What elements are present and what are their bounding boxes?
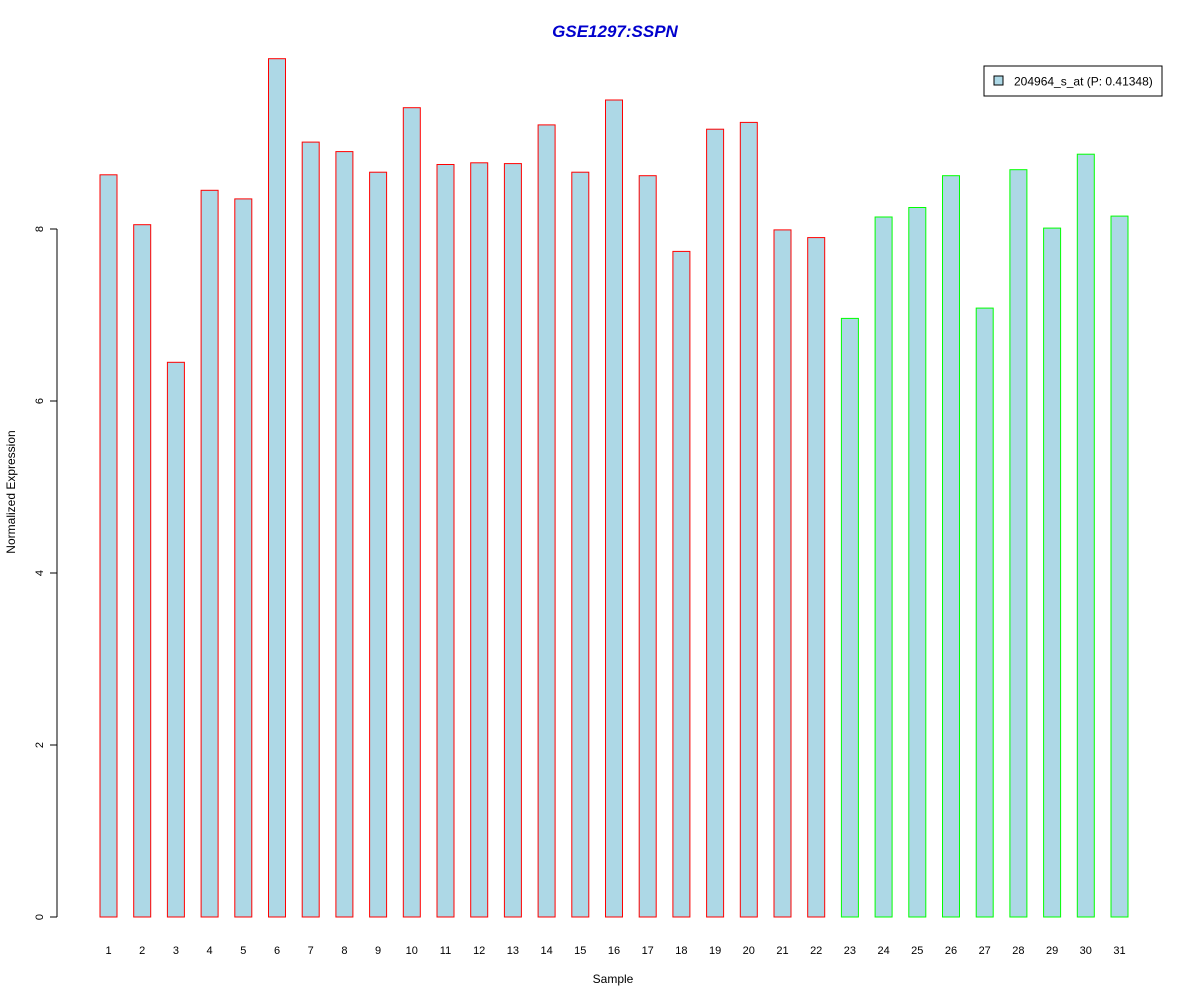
bar-sample-23: [840, 317, 859, 918]
x-tick-label-13: 13: [507, 945, 519, 957]
x-axis-title: Sample: [593, 972, 634, 986]
bar-sample-6: [268, 58, 286, 918]
x-tick-label-9: 9: [375, 945, 381, 957]
x-tick-label-8: 8: [341, 945, 347, 957]
bar-sample-12: [470, 162, 489, 918]
x-axis-tick-labels: 1 2 3 4 5 6 7 8 9 10 11 12 13 14 15 16 17 18 19 20 21 22 23 24 2…: [105, 945, 1125, 957]
y-tick-label: 2: [34, 742, 46, 748]
bar-sample-15: [571, 171, 590, 918]
legend-swatch: [993, 75, 1004, 86]
bars: [99, 58, 1129, 918]
x-tick-label-7: 7: [308, 945, 314, 957]
x-tick-label-20: 20: [743, 945, 755, 957]
bar-sample-20: [739, 121, 758, 918]
bar-sample-7: [301, 141, 320, 918]
x-tick-label-26: 26: [945, 945, 957, 957]
x-tick-label-29: 29: [1046, 945, 1058, 957]
bar-sample-22: [807, 237, 826, 918]
bar-sample-1: [99, 174, 118, 918]
y-tick-label: 6: [34, 398, 46, 404]
bar-sample-27: [975, 307, 994, 918]
y-tick-label: 8: [34, 226, 46, 232]
bar-sample-29: [1043, 227, 1062, 918]
x-tick-label-21: 21: [776, 945, 788, 957]
bar-sample-30: [1076, 153, 1095, 918]
x-tick-label-15: 15: [574, 945, 586, 957]
x-tick-label-14: 14: [540, 945, 552, 957]
x-tick-label-18: 18: [675, 945, 687, 957]
x-tick-label-5: 5: [240, 945, 246, 957]
bar-sample-14: [537, 124, 556, 918]
x-tick-label-28: 28: [1012, 945, 1024, 957]
bar-sample-3: [166, 361, 185, 918]
bar-sample-24: [874, 216, 893, 918]
x-tick-label-11: 11: [440, 945, 451, 957]
bar-sample-9: [369, 171, 388, 918]
x-tick-label-27: 27: [979, 945, 991, 957]
bar-sample-19: [706, 128, 725, 918]
x-tick-label-12: 12: [473, 945, 485, 957]
x-tick-label-17: 17: [642, 945, 654, 957]
x-tick-label-31: 31: [1113, 945, 1125, 957]
bar-sample-17: [638, 175, 657, 918]
legend-box: [983, 65, 1163, 97]
x-tick-label-19: 19: [709, 945, 721, 957]
bar-sample-28: [1009, 169, 1028, 918]
x-tick-label-10: 10: [406, 945, 418, 957]
bar-sample-11: [436, 164, 455, 918]
y-axis-ticks: 0 2 4 6 8: [34, 226, 57, 920]
bar-sample-13: [503, 163, 522, 918]
x-tick-label-4: 4: [207, 945, 213, 957]
x-tick-label-23: 23: [844, 945, 856, 957]
bar-sample-25: [908, 207, 927, 918]
x-tick-label-16: 16: [608, 945, 620, 957]
x-tick-label-30: 30: [1080, 945, 1092, 957]
bar-sample-18: [672, 250, 691, 918]
bar-sample-21: [773, 229, 792, 918]
legend-label: 204964_s_at (P: 0.41348): [1014, 75, 1153, 89]
bar-sample-16: [605, 99, 623, 918]
legend: 204964_s_at (P: 0.41348): [983, 65, 1163, 97]
x-tick-label-25: 25: [911, 945, 923, 957]
x-tick-label-24: 24: [877, 945, 889, 957]
x-tick-label-2: 2: [139, 945, 145, 957]
x-tick-label-1: 1: [105, 945, 111, 957]
bar-sample-10: [402, 107, 421, 918]
bar-sample-31: [1110, 215, 1129, 918]
bar-sample-4: [200, 189, 219, 918]
y-axis-title: Normalized Expression: [4, 430, 18, 553]
bar-sample-8: [335, 151, 354, 918]
x-tick-label-3: 3: [173, 945, 179, 957]
bar-sample-26: [942, 175, 960, 918]
bar-sample-5: [234, 198, 253, 918]
chart-title: GSE1297:SSPN: [552, 22, 678, 41]
bar-sample-2: [133, 224, 152, 918]
x-tick-label-22: 22: [810, 945, 822, 957]
y-tick-label: 0: [34, 914, 46, 920]
y-tick-label: 4: [34, 570, 46, 576]
x-tick-label-6: 6: [274, 945, 280, 957]
